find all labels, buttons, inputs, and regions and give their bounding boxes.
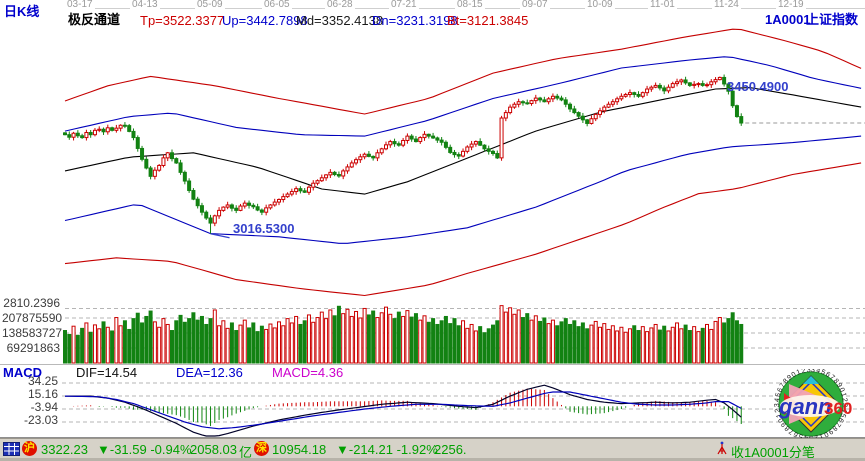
date-label: 11-24 [712, 0, 741, 10]
low-price-marker: 3016.5300 [233, 221, 295, 236]
channel-md-value: Md=3352.4138 [296, 13, 384, 28]
date-label: 04-13 [130, 0, 160, 10]
logo-360-text: 360 [824, 399, 852, 418]
symbol-code[interactable]: 1A0001 [765, 12, 811, 27]
date-label: 03-17 [65, 0, 95, 10]
antenna-icon [717, 441, 727, 455]
date-label: 05-09 [195, 0, 225, 10]
date-label: 12-19 [776, 0, 806, 10]
indicator-name: 极反通道 [68, 12, 121, 27]
logo-gann-text: gann [778, 394, 832, 419]
macd-axis-label: 34.25 [27, 374, 58, 388]
channel-bt-value: Bt=3121.3845 [447, 13, 529, 28]
sh-turnover-unit: 亿 [239, 445, 253, 460]
date-label: 08-15 [455, 0, 485, 10]
sz-index-change: ▼-214.21 -1.92% [336, 442, 438, 457]
macd-dea-value: DEA=12.36 [176, 365, 243, 380]
symbol-name[interactable]: 上证指数 [806, 12, 859, 27]
volume-axis-label: 207875590 [2, 311, 63, 325]
window-bottom-edge [0, 458, 865, 461]
volume-axis-label: 138583727 [2, 326, 63, 340]
chart-canvas[interactable] [0, 0, 865, 438]
channel-dn-value: Dn=3231.3198 [372, 13, 458, 28]
date-label: 10-09 [585, 0, 615, 10]
sh-index-price: 3322.23 [41, 442, 88, 457]
sh-index-change: ▼-31.59 -0.94% [97, 442, 192, 457]
date-label: 11-01 [648, 0, 677, 10]
date-label: 06-28 [325, 0, 355, 10]
macd-dif-value: DIF=14.54 [76, 365, 138, 380]
gann360-logo: 3456789012345678901234567890123456789012… [758, 369, 852, 439]
grid-view-icon[interactable] [3, 442, 20, 456]
channel-up-value: Up=3442.7898 [222, 13, 308, 28]
period-label[interactable]: 日K线 [4, 4, 40, 19]
price-axis-bottom-label: 2810.2396 [3, 296, 60, 310]
volume-axis-label: 69291863 [6, 341, 60, 355]
macd-status-separator [0, 437, 865, 438]
sh-turnover: 2058.03 [190, 442, 237, 457]
macd-pane-title[interactable]: MACD [3, 365, 42, 380]
candlesticks [63, 74, 744, 234]
channel-tp-value: Tp=3522.3377 [140, 13, 225, 28]
sz-turnover-partial: 2256. [434, 442, 467, 457]
price-markers [210, 122, 865, 239]
volume-macd-separator [0, 364, 865, 365]
tick-feed-label[interactable]: 收1A0001分笔 [731, 445, 815, 460]
date-label: 09-07 [520, 0, 550, 10]
macd-hist-value: MACD=4.36 [272, 365, 344, 380]
shenzhen-market-badge[interactable]: 深 [254, 441, 269, 456]
date-label: 07-21 [389, 0, 419, 10]
macd-plot [64, 384, 742, 437]
channel-lines [64, 28, 862, 297]
status-bar: 沪 3322.23 ▼-31.59 -0.94% 2058.03 亿 深 109… [0, 438, 865, 460]
volume-bars [63, 305, 744, 364]
macd-axis-label: -3.94 [30, 400, 58, 414]
macd-axis-label: -23.03 [23, 413, 58, 427]
date-label: 06-05 [262, 0, 292, 10]
macd-axis-label: 15.16 [27, 387, 58, 401]
high-price-marker: 3450.4900 [727, 79, 789, 94]
sz-index-price: 10954.18 [272, 442, 327, 457]
shanghai-market-badge[interactable]: 沪 [22, 441, 37, 456]
